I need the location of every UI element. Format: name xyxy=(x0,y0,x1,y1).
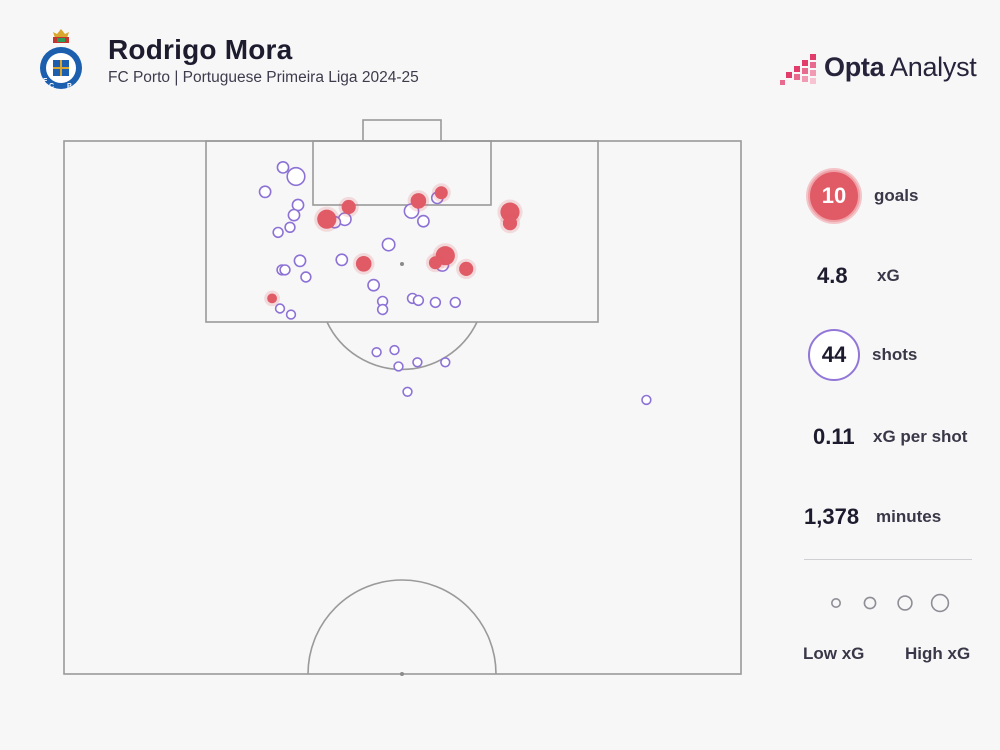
legend-size-circle xyxy=(897,595,913,611)
goal-marker xyxy=(500,202,520,222)
shot-marker xyxy=(367,278,380,292)
stat-goals: 10 goals xyxy=(790,170,990,230)
brand-bold: Opta xyxy=(824,52,885,82)
goal-marker xyxy=(459,261,474,276)
shot-map-pitch xyxy=(63,119,742,676)
shot-marker xyxy=(440,357,451,368)
goal-marker xyxy=(355,256,372,272)
stat-shots: 44 shots xyxy=(790,329,990,389)
svg-text:P: P xyxy=(67,83,72,90)
shot-marker xyxy=(429,296,442,309)
goal-marker xyxy=(434,186,448,200)
fc-porto-crest-icon: F C P xyxy=(40,29,82,90)
chart-subtitle: FC Porto | Portuguese Primeira Liga 2024… xyxy=(108,69,419,86)
goal-marker xyxy=(502,216,518,231)
xg-per-shot-value: 0.11 xyxy=(813,424,855,449)
goals-label: goals xyxy=(874,186,919,205)
shot-marker xyxy=(376,303,389,316)
shot-marker xyxy=(274,303,286,314)
shot-marker xyxy=(389,344,400,356)
penalty-spot xyxy=(400,262,404,266)
shot-marker xyxy=(258,185,272,199)
brand-light: Analyst xyxy=(884,52,977,82)
penalty-area xyxy=(205,140,599,323)
stats-divider xyxy=(804,559,972,560)
shot-marker xyxy=(641,394,652,406)
minutes-label: minutes xyxy=(876,507,942,526)
shot-marker xyxy=(402,386,413,397)
opta-analyst-logo: Opta Analyst xyxy=(780,48,985,88)
shot-marker xyxy=(335,253,349,267)
shot-marker xyxy=(412,294,425,307)
goal-marker xyxy=(341,199,356,215)
opta-analyst-mark-icon xyxy=(780,54,816,85)
shot-marker xyxy=(416,214,430,228)
shot-marker xyxy=(272,226,284,239)
xg-label: xG xyxy=(877,266,900,285)
shots-label: shots xyxy=(872,345,918,364)
goals-layer xyxy=(264,183,523,307)
shot-marker xyxy=(300,271,312,283)
goal xyxy=(362,119,442,142)
shot-marker xyxy=(285,309,297,320)
shot-marker xyxy=(449,296,461,309)
legend-size-circle xyxy=(930,593,950,613)
stats-panel: 10 goals 4.8 xG 44 shots 0.11 xG per sho… xyxy=(790,160,990,680)
shot-marker xyxy=(381,237,396,252)
stat-xg-per-shot: 0.11 xG per shot xyxy=(790,424,990,484)
shots-layer xyxy=(258,161,652,406)
shot-marker xyxy=(412,357,423,368)
shot-marker xyxy=(284,221,296,234)
goal-marker xyxy=(267,293,277,304)
pitch-lines xyxy=(63,119,742,675)
legend-size-circle xyxy=(863,596,877,610)
stat-minutes: 1,378 minutes xyxy=(790,504,990,564)
shot-marker xyxy=(276,161,290,174)
six-yard-box xyxy=(312,140,492,206)
penalty-arc xyxy=(326,321,478,371)
centre-circle xyxy=(307,579,497,675)
legend-low-label: Low xG xyxy=(803,644,865,663)
opta-analyst-wordmark: Opta Analyst xyxy=(824,52,977,83)
svg-text:C: C xyxy=(49,83,54,90)
shot-marker xyxy=(293,254,307,268)
shot-marker xyxy=(393,361,404,372)
header: F C P Rodrigo Mora FC Porto | Portuguese… xyxy=(0,0,1000,110)
legend-size-circle xyxy=(831,598,841,608)
goal-marker xyxy=(317,209,337,229)
goal-marker xyxy=(410,193,427,209)
pitch-boundary xyxy=(63,140,742,675)
shot-marker xyxy=(286,166,306,187)
legend-high-label: High xG xyxy=(905,644,971,663)
shot-marker xyxy=(279,264,291,276)
shot-marker xyxy=(371,347,382,358)
player-name: Rodrigo Mora xyxy=(108,34,293,65)
xg-per-shot-label: xG per shot xyxy=(873,427,968,446)
svg-text:F: F xyxy=(43,78,48,85)
xg-value: 4.8 xyxy=(817,263,848,288)
shot-marker xyxy=(287,208,301,222)
shots-badge: 44 xyxy=(808,329,860,381)
centre-spot xyxy=(400,672,404,676)
goal-marker xyxy=(428,256,442,270)
xg-size-legend xyxy=(831,593,950,613)
stat-xg: 4.8 xG xyxy=(790,263,990,323)
minutes-value: 1,378 xyxy=(804,504,860,529)
goals-badge: 10 xyxy=(808,170,860,222)
